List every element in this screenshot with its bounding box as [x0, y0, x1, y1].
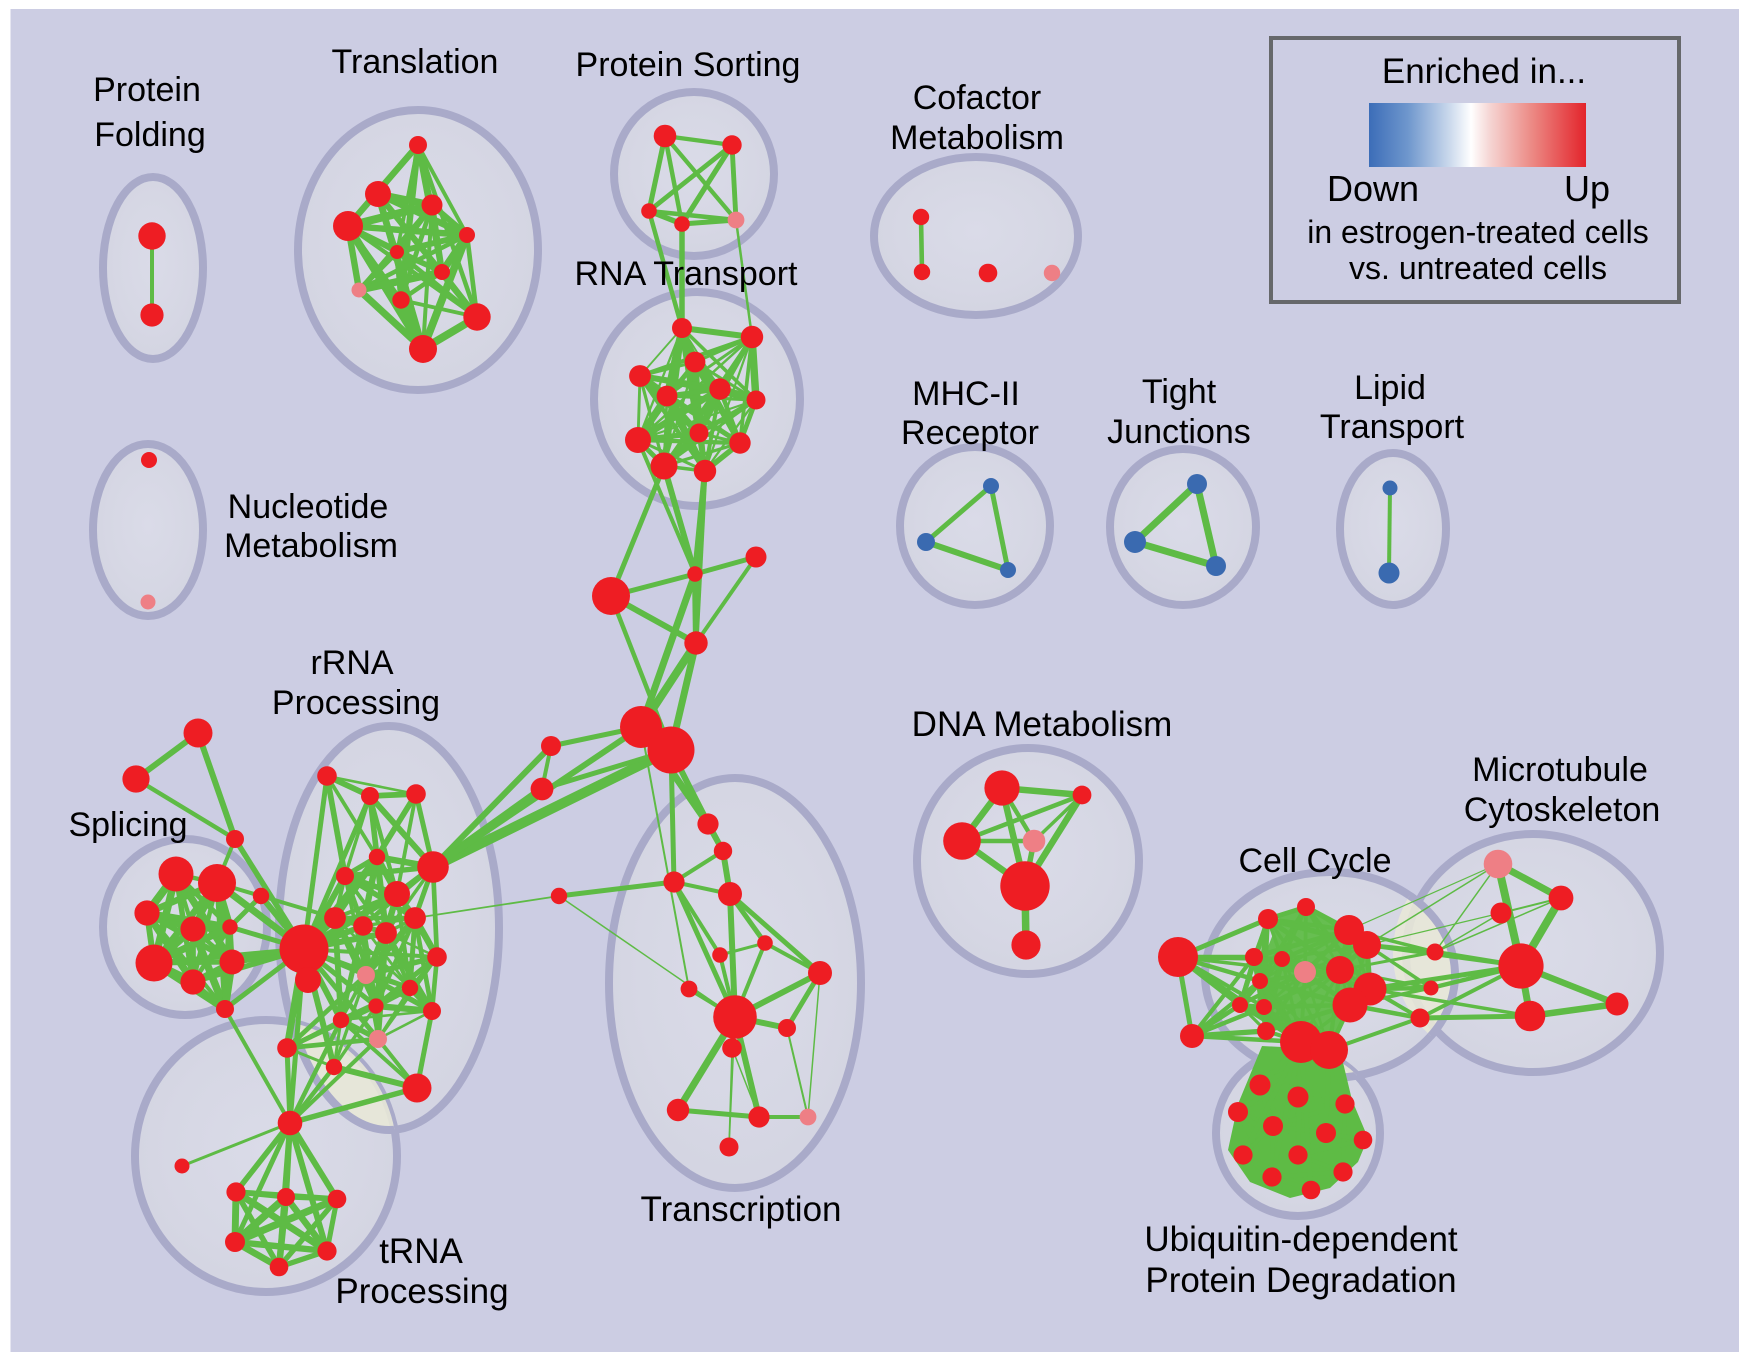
- svg-text:Cofactor: Cofactor: [913, 79, 1042, 117]
- svg-text:Tight: Tight: [1142, 373, 1217, 411]
- svg-text:Up: Up: [1564, 168, 1610, 209]
- svg-text:vs. untreated cells: vs. untreated cells: [1349, 250, 1607, 286]
- svg-text:Cell Cycle: Cell Cycle: [1238, 842, 1391, 880]
- svg-text:in estrogen-treated cells: in estrogen-treated cells: [1307, 214, 1649, 250]
- svg-text:Metabolism: Metabolism: [890, 119, 1064, 157]
- svg-text:Splicing: Splicing: [68, 806, 187, 844]
- svg-text:Protein Degradation: Protein Degradation: [1145, 1261, 1456, 1300]
- svg-text:Protein: Protein: [93, 71, 201, 109]
- svg-text:Receptor: Receptor: [901, 414, 1039, 452]
- svg-text:Folding: Folding: [94, 116, 206, 154]
- svg-text:Ubiquitin-dependent: Ubiquitin-dependent: [1144, 1220, 1458, 1259]
- svg-text:Processing: Processing: [272, 684, 440, 722]
- svg-text:Translation: Translation: [332, 43, 499, 81]
- svg-text:Lipid: Lipid: [1354, 369, 1426, 407]
- svg-text:Metabolism: Metabolism: [224, 527, 398, 565]
- svg-text:Enriched in...: Enriched in...: [1382, 52, 1586, 91]
- svg-text:Junctions: Junctions: [1107, 413, 1251, 451]
- svg-text:rRNA: rRNA: [310, 644, 393, 682]
- svg-text:Cytoskeleton: Cytoskeleton: [1464, 791, 1661, 829]
- svg-text:Down: Down: [1327, 168, 1419, 209]
- svg-text:Microtubule: Microtubule: [1472, 751, 1648, 789]
- svg-text:DNA Metabolism: DNA Metabolism: [912, 705, 1173, 744]
- svg-text:Transcription: Transcription: [641, 1190, 842, 1229]
- svg-text:Nucleotide: Nucleotide: [228, 488, 389, 526]
- svg-text:RNA Transport: RNA Transport: [575, 255, 799, 293]
- svg-text:Protein Sorting: Protein Sorting: [576, 46, 801, 84]
- svg-text:Transport: Transport: [1320, 408, 1465, 446]
- svg-text:Processing: Processing: [335, 1272, 508, 1311]
- svg-text:MHC-II: MHC-II: [912, 375, 1020, 413]
- svg-text:tRNA: tRNA: [379, 1232, 463, 1271]
